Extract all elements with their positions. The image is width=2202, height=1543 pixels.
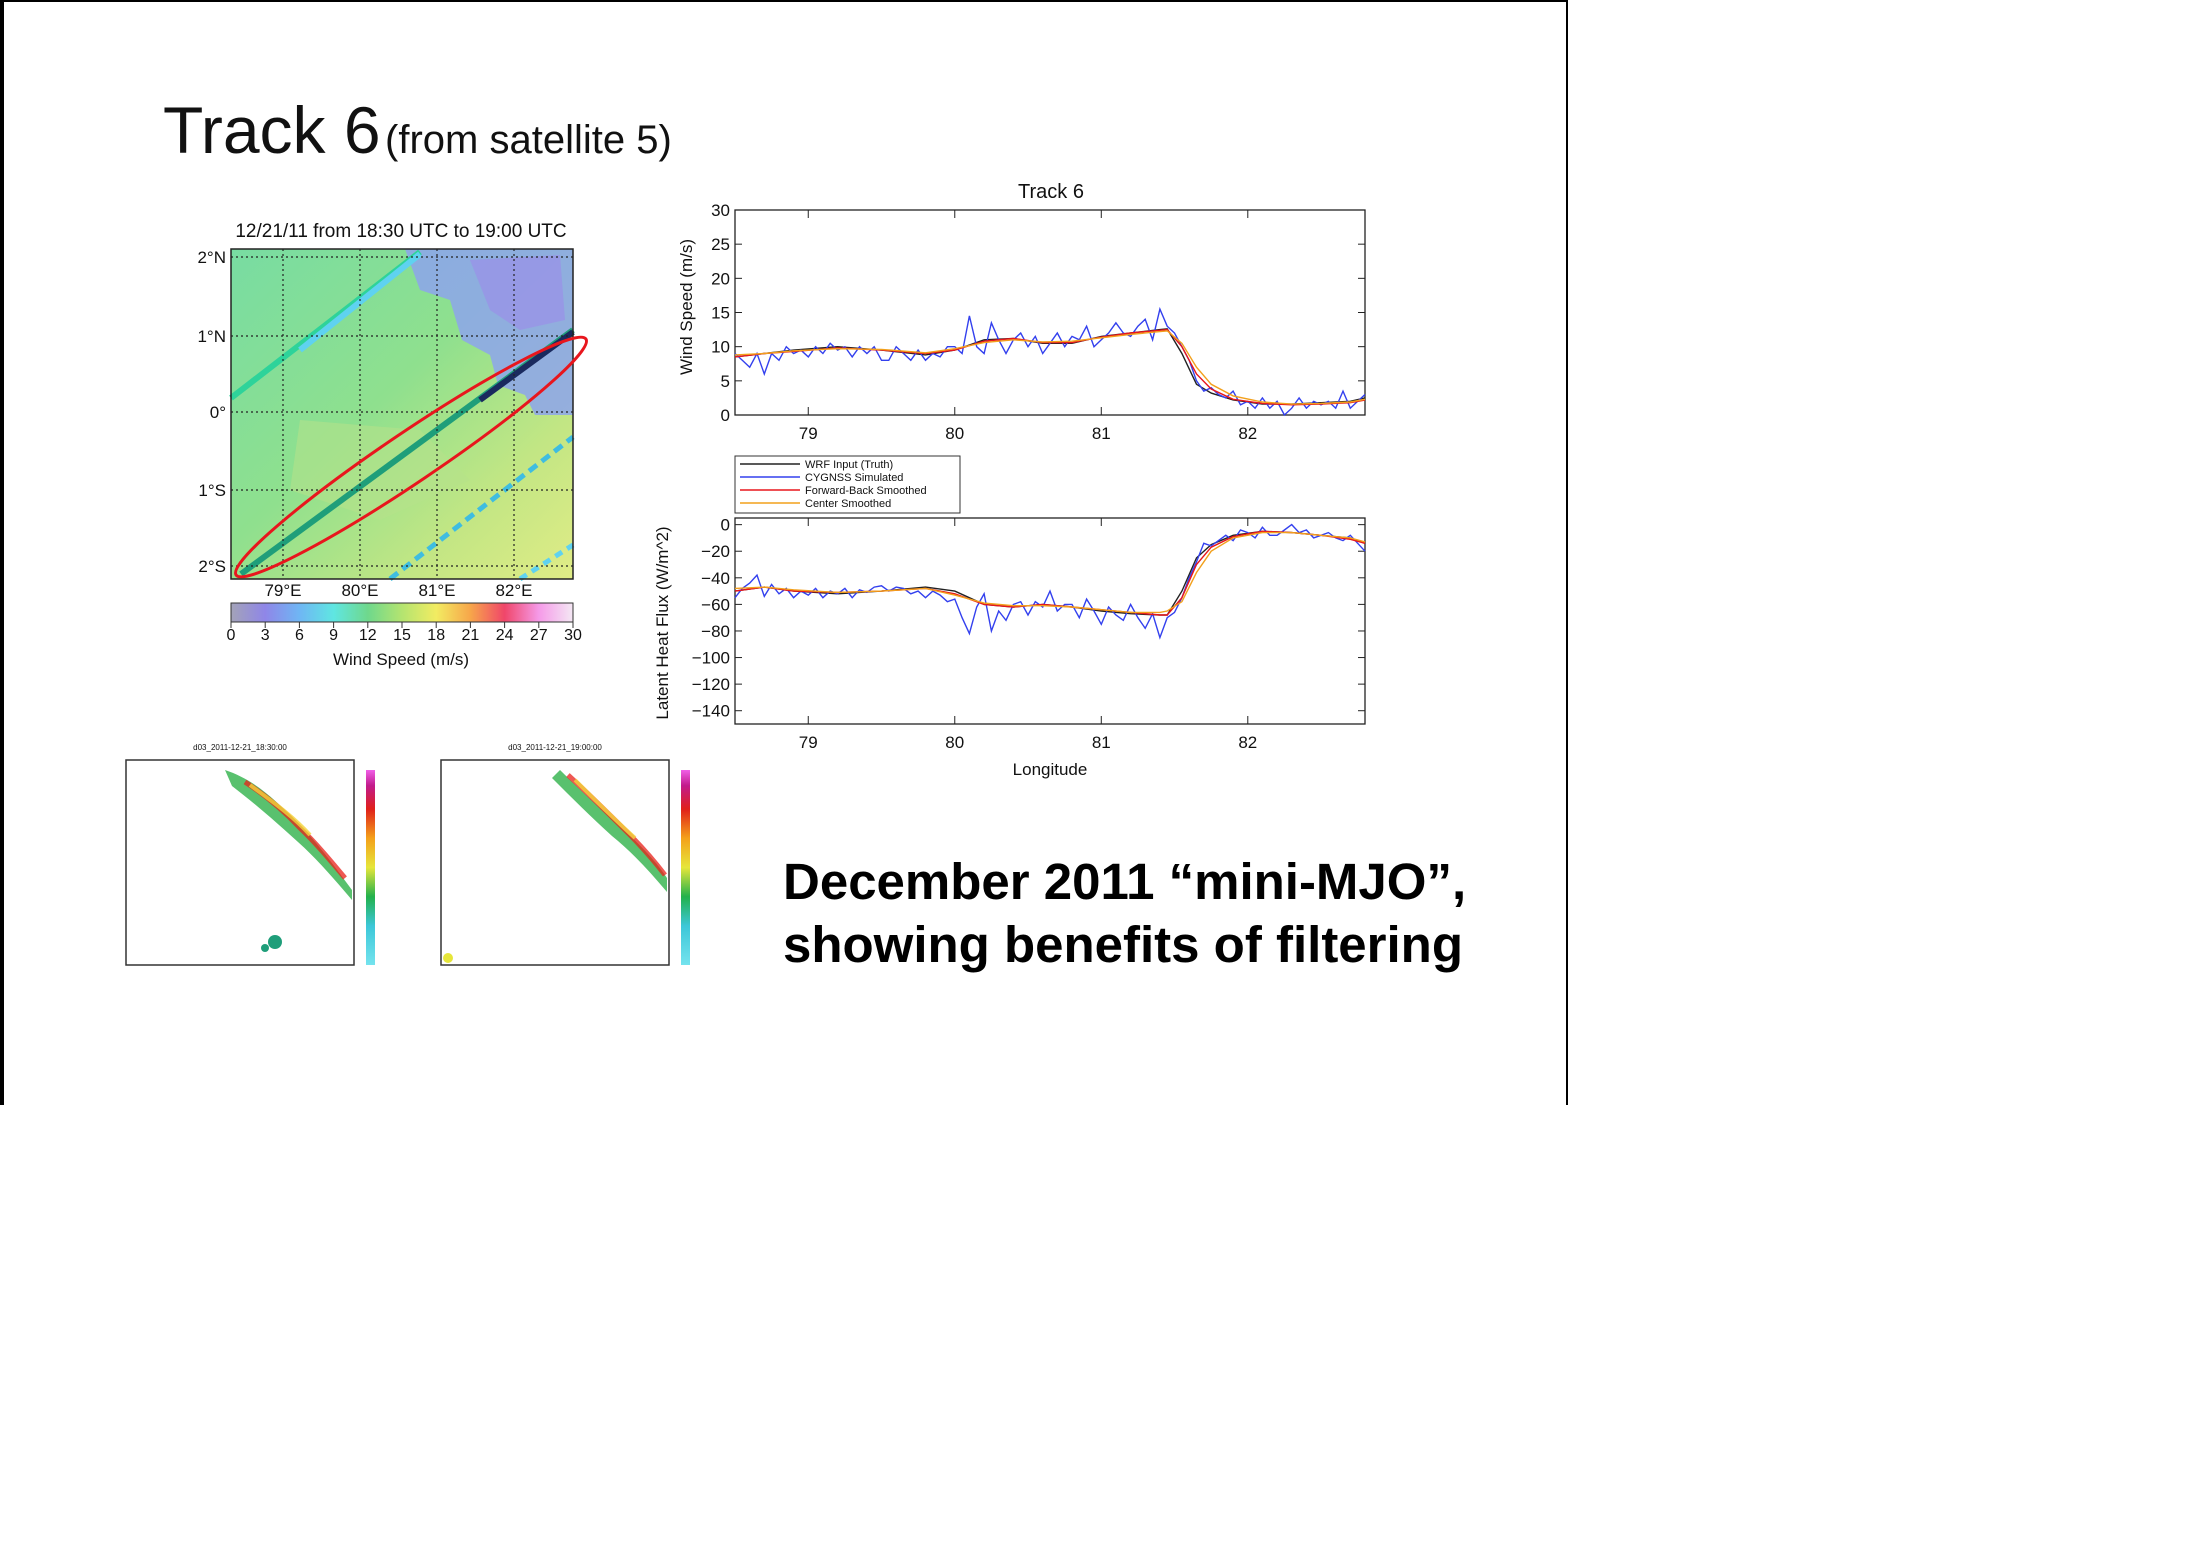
x-tick-label: 80 bbox=[945, 733, 964, 752]
map-low-wind-core bbox=[470, 255, 565, 330]
slide-frame bbox=[0, 0, 1568, 1105]
colorbar-tick-label: 0 bbox=[227, 627, 236, 644]
radar-panel-title: d03_2011-12-21_19:00:00 bbox=[508, 743, 602, 752]
track-charts: Track 6 0 5 10 15 20 25 30 79 80 81 82 0 −20 −40 −60 −… bbox=[653, 181, 1366, 779]
slide-title: Track 6 (from satellite 5) bbox=[163, 92, 672, 168]
series-line-center-smoothed bbox=[734, 330, 1366, 405]
track-highlight-ellipse bbox=[234, 335, 588, 579]
chart-legend: WRF Input (Truth) CYGNSS Simulated Forwa… bbox=[734, 455, 961, 514]
chart-title: Track 6 bbox=[1018, 181, 1084, 203]
y-tick-label: −60 bbox=[701, 595, 730, 614]
title-subtitle: (from satellite 5) bbox=[385, 118, 672, 162]
colorbar-tick-label: 18 bbox=[427, 627, 445, 644]
y-tick-label: −20 bbox=[701, 542, 730, 561]
radar-colorbar bbox=[681, 770, 690, 965]
colorbar-tick-label: 24 bbox=[496, 627, 514, 644]
y-tick-label: 10 bbox=[711, 338, 730, 357]
colorbar-tick-label: 9 bbox=[329, 627, 338, 644]
lat-label: 2°N bbox=[197, 248, 226, 267]
lat-label: 2°S bbox=[198, 557, 226, 576]
radar-colorbar bbox=[366, 770, 375, 965]
track-lower-right bbox=[518, 542, 575, 582]
y-tick-label: 0 bbox=[721, 516, 730, 535]
radar-core bbox=[573, 778, 637, 840]
radar-rain-band bbox=[225, 770, 352, 900]
radar-core bbox=[248, 783, 312, 837]
x-tick-label: 81 bbox=[1092, 733, 1111, 752]
x-tick-label: 82 bbox=[1238, 424, 1257, 443]
y-tick-label: −120 bbox=[692, 675, 730, 694]
chart-xlabel: Longitude bbox=[1013, 760, 1088, 779]
lon-label: 80°E bbox=[341, 581, 378, 600]
x-tick-label: 80 bbox=[945, 424, 964, 443]
x-tick-label: 79 bbox=[799, 424, 818, 443]
chart-ylabel: Latent Heat Flux (W/m^2) bbox=[653, 526, 672, 719]
y-tick-label: 15 bbox=[711, 304, 730, 323]
track-upper-segment bbox=[298, 251, 422, 353]
radar-cell bbox=[268, 935, 282, 949]
radar-cell bbox=[443, 953, 453, 963]
plot-area bbox=[734, 209, 1366, 416]
legend-label: Center Smoothed bbox=[805, 498, 891, 510]
colorbar-tick-label: 12 bbox=[359, 627, 377, 644]
x-tick-label: 79 bbox=[799, 733, 818, 752]
y-tick-label: −140 bbox=[692, 702, 730, 721]
legend-label: Forward-Back Smoothed bbox=[805, 485, 927, 497]
radar-cell bbox=[261, 944, 269, 952]
chart-ylabel: Wind Speed (m/s) bbox=[677, 239, 696, 375]
y-tick-label: 5 bbox=[721, 372, 730, 391]
wind-speed-map: 12/21/11 from 18:30 UTC to 19:00 UTC 2°N… bbox=[197, 221, 588, 669]
y-tick-label: 25 bbox=[711, 235, 730, 254]
legend-label: WRF Input (Truth) bbox=[805, 459, 893, 471]
track-lower bbox=[388, 435, 575, 581]
lat-label: 0° bbox=[210, 403, 226, 422]
x-tick-label: 82 bbox=[1238, 733, 1257, 752]
colorbar-tick-label: 21 bbox=[462, 627, 480, 644]
colorbar-ticks: 0 3 6 9 12 15 18 21 24 27 30 bbox=[227, 622, 582, 644]
y-tick-label: 30 bbox=[711, 201, 730, 220]
lon-label: 81°E bbox=[418, 581, 455, 600]
y-tick-label: 20 bbox=[711, 269, 730, 288]
colorbar-tick-label: 27 bbox=[530, 627, 548, 644]
colorbar-label: Wind Speed (m/s) bbox=[333, 650, 469, 669]
colorbar-tick-label: 3 bbox=[261, 627, 270, 644]
map-title: 12/21/11 from 18:30 UTC to 19:00 UTC bbox=[235, 221, 566, 242]
y-tick-label: −100 bbox=[692, 649, 730, 668]
lon-label: 82°E bbox=[495, 581, 532, 600]
title-main: Track 6 bbox=[163, 93, 381, 167]
y-tick-label: −40 bbox=[701, 569, 730, 588]
radar-panel-1830: d03_2011-12-21_18:30:00 bbox=[125, 743, 375, 966]
colorbar-tick-label: 15 bbox=[393, 627, 411, 644]
colorbar-tick-label: 30 bbox=[564, 627, 582, 644]
y-tick-label: −80 bbox=[701, 622, 730, 641]
x-tick-label: 81 bbox=[1092, 424, 1111, 443]
radar-panel-frame bbox=[440, 759, 670, 966]
plot-area bbox=[734, 517, 1366, 725]
legend-label: CYGNSS Simulated bbox=[805, 472, 903, 484]
y-tick-label: 0 bbox=[721, 406, 730, 425]
lat-label: 1°S bbox=[198, 481, 226, 500]
lat-label: 1°N bbox=[197, 327, 226, 346]
lon-label: 79°E bbox=[264, 581, 301, 600]
slide-caption: December 2011 “mini-MJO”, showing benefi… bbox=[783, 853, 1467, 974]
colorbar-tick-label: 6 bbox=[295, 627, 304, 644]
map-frame bbox=[230, 248, 574, 580]
radar-panel-1900: d03_2011-12-21_19:00:00 bbox=[440, 743, 690, 966]
radar-rain-band bbox=[552, 770, 667, 892]
wind-speed-chart: 0 5 10 15 20 25 30 79 80 81 82 bbox=[711, 201, 1366, 443]
radar-panels: d03_2011-12-21_18:30:00 d03_2011-12-21_1… bbox=[125, 743, 690, 966]
radar-panel-title: d03_2011-12-21_18:30:00 bbox=[193, 743, 287, 752]
latent-heat-flux-chart: 0 −20 −40 −60 −80 −100 −120 −140 79 80 81 82 bbox=[692, 516, 1366, 752]
series-line-center-smoothed bbox=[734, 531, 1366, 614]
radar-panel-frame bbox=[125, 759, 355, 966]
